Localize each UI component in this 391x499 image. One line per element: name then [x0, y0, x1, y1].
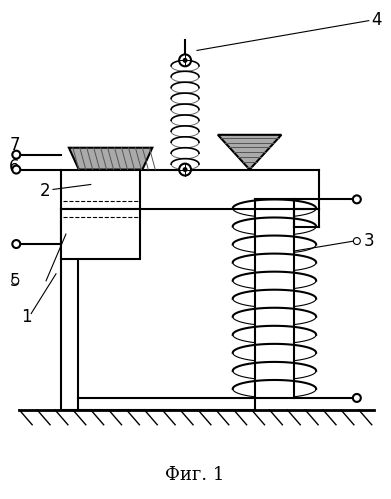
Text: 6: 6 — [9, 158, 20, 176]
Circle shape — [353, 394, 361, 402]
Bar — [61, 209, 78, 410]
Text: 7: 7 — [9, 136, 20, 154]
Circle shape — [12, 166, 20, 174]
Circle shape — [183, 167, 188, 172]
Circle shape — [12, 240, 20, 248]
Bar — [61, 170, 140, 209]
Polygon shape — [218, 135, 282, 170]
Circle shape — [179, 54, 191, 66]
Polygon shape — [69, 148, 152, 170]
Circle shape — [353, 238, 361, 245]
Text: 2: 2 — [40, 183, 50, 201]
Bar — [61, 209, 140, 259]
Circle shape — [12, 151, 20, 159]
Circle shape — [179, 164, 191, 176]
Text: 3: 3 — [364, 232, 375, 250]
Circle shape — [12, 277, 19, 284]
Circle shape — [183, 58, 188, 63]
Text: 4: 4 — [372, 10, 382, 28]
Text: Фиг. 1: Фиг. 1 — [165, 467, 225, 485]
Text: 1: 1 — [21, 307, 32, 325]
Text: 5: 5 — [9, 272, 20, 290]
Bar — [255, 200, 294, 398]
Circle shape — [353, 196, 361, 203]
